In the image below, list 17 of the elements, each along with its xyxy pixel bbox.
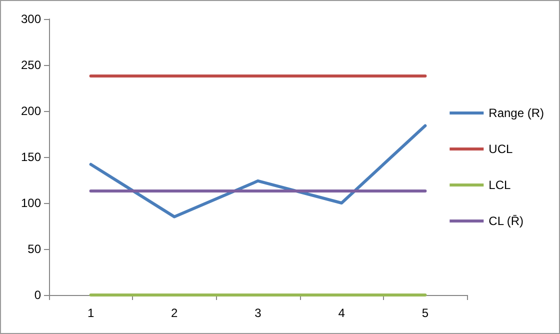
x-tick-label: 3 [254,306,262,320]
legend-label: LCL [488,178,511,192]
x-tick-label: 5 [422,306,429,320]
legend-label: Range (R) [488,106,544,120]
legend-label: CL (R̄) [488,214,524,228]
y-tick-label: 250 [20,58,42,72]
y-tick-label: 0 [34,288,42,302]
x-tick-label: 2 [171,306,178,320]
x-tick-label: 1 [87,306,94,320]
line-series [89,124,427,218]
y-tick-label: 150 [20,150,42,164]
x-tick-label: 4 [338,306,346,320]
y-tick-label: 200 [20,104,42,118]
legend-label: UCL [488,142,513,156]
y-tick-label: 50 [28,242,42,256]
y-tick-label: 300 [20,12,42,26]
y-tick-label: 100 [20,196,42,210]
